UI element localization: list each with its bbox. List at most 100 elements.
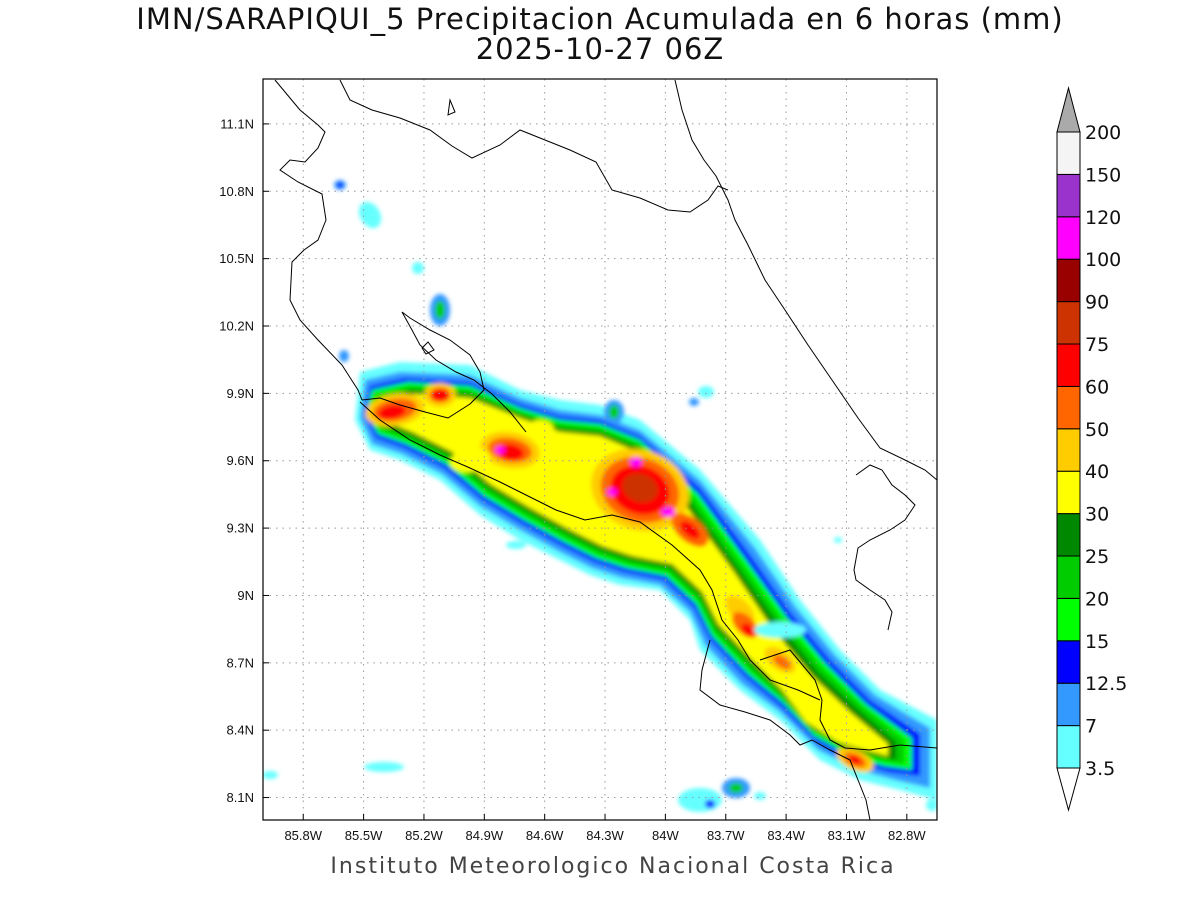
colorbar-label: 30 bbox=[1085, 504, 1109, 526]
panama-caribbean-coast bbox=[853, 464, 916, 631]
precip-cell bbox=[364, 762, 404, 772]
lon-tick-label: 83.1W bbox=[828, 828, 866, 843]
precip-cell bbox=[378, 404, 406, 420]
lake-nicaragua-north-shore bbox=[339, 79, 729, 213]
colorbar-swatch bbox=[1056, 513, 1081, 557]
colorbar-swatch bbox=[1056, 682, 1081, 727]
lat-tick-label: 10.5N bbox=[219, 251, 254, 266]
map-frame bbox=[262, 78, 938, 821]
map-subtitle-time: 2025-10-27 06Z bbox=[475, 32, 725, 66]
precip-cell bbox=[609, 405, 619, 419]
nicaragua-pacific-coast bbox=[274, 79, 363, 401]
lat-tick-label: 11.1N bbox=[220, 116, 254, 131]
colorbar-label: 120 bbox=[1085, 207, 1121, 229]
colorbar-label: 40 bbox=[1085, 461, 1109, 483]
precip-cell bbox=[705, 800, 715, 808]
colorbar-label: 7 bbox=[1085, 716, 1097, 738]
precip-cell bbox=[754, 792, 766, 800]
colorbar-label: 50 bbox=[1085, 419, 1109, 441]
colorbar-label: 15 bbox=[1085, 631, 1109, 653]
precip-cell bbox=[680, 521, 700, 539]
colorbar-above-arrow bbox=[1056, 86, 1081, 133]
colorbar-swatch bbox=[1056, 385, 1081, 430]
colorbar-swatch bbox=[1056, 555, 1081, 599]
precip-cell bbox=[754, 622, 806, 638]
lon-tick-label: 83.4W bbox=[767, 828, 805, 843]
colorbar-swatch bbox=[1056, 597, 1081, 642]
precip-cell bbox=[926, 799, 937, 811]
precip-cell bbox=[661, 507, 675, 517]
colorbar-label: 60 bbox=[1085, 376, 1109, 398]
precip-cell bbox=[450, 447, 490, 473]
colorbar-label: 20 bbox=[1085, 588, 1109, 610]
lon-tick-label: 85.8W bbox=[284, 828, 322, 843]
nicaragua-costa-rica-border bbox=[359, 401, 821, 701]
lat-tick-label: 10.8N bbox=[219, 184, 254, 199]
colorbar-swatch bbox=[1056, 131, 1081, 175]
precip-cell bbox=[849, 755, 861, 765]
colorbar-label: 12.5 bbox=[1085, 673, 1127, 695]
precip-cell bbox=[412, 262, 424, 274]
lon-tick-label: 84.3W bbox=[586, 828, 624, 843]
colorbar-legend: 3.5 7 12.5 15 20 25 30 40 50 60 75 90 100 120 150 200 bbox=[1056, 86, 1127, 812]
colorbar-label: 75 bbox=[1085, 334, 1109, 356]
precip-cell bbox=[698, 386, 714, 398]
lat-tick-label: 8.4N bbox=[227, 723, 254, 738]
precip-cell bbox=[339, 350, 349, 362]
map-axes: 85.8W 85.5W 85.2W 84.9W 84.6W 84.3W 84W 83.7W 83… bbox=[219, 116, 926, 843]
colorbar-swatch bbox=[1056, 725, 1081, 769]
pacific-southern-coast bbox=[699, 639, 871, 820]
colorbar-swatch bbox=[1056, 470, 1081, 515]
colorbar-swatch bbox=[1056, 301, 1081, 345]
lat-lon-grid bbox=[263, 79, 937, 820]
lake-island bbox=[447, 98, 456, 116]
coastline-borders bbox=[274, 79, 937, 820]
colorbar-swatch bbox=[1056, 216, 1081, 260]
precip-cell bbox=[689, 398, 699, 406]
precip-cell bbox=[430, 388, 450, 402]
precip-cell bbox=[741, 623, 755, 637]
precip-cell bbox=[773, 654, 791, 670]
precip-cell bbox=[622, 473, 658, 503]
lat-tick-label: 10.2N bbox=[219, 319, 254, 334]
lon-tick-label: 84.9W bbox=[466, 828, 504, 843]
lat-tick-label: 9.6N bbox=[227, 453, 254, 468]
precip-cell bbox=[526, 420, 554, 440]
lat-tick-label: 9.9N bbox=[227, 386, 254, 401]
lake-small bbox=[421, 341, 435, 355]
lon-tick-label: 84.6W bbox=[526, 828, 564, 843]
lon-tick-label: 82.8W bbox=[888, 828, 926, 843]
colorbar-swatch bbox=[1056, 258, 1081, 303]
colorbar-label: 90 bbox=[1085, 292, 1109, 314]
precip-cell bbox=[435, 301, 445, 319]
colorbar-swatch bbox=[1056, 343, 1081, 387]
lon-tick-label: 85.5W bbox=[345, 828, 383, 843]
precip-cell bbox=[495, 446, 505, 454]
caribbean-coast bbox=[674, 79, 937, 481]
lat-tick-label: 8.7N bbox=[227, 655, 254, 670]
lon-tick-label: 84W bbox=[652, 828, 679, 843]
precip-cell bbox=[263, 771, 278, 779]
lat-tick-label: 9.3N bbox=[227, 521, 254, 536]
colorbar-swatch bbox=[1056, 428, 1081, 472]
colorbar-label: 25 bbox=[1085, 546, 1109, 568]
lon-tick-label: 83.7W bbox=[707, 828, 745, 843]
precip-cell bbox=[834, 537, 842, 543]
map-title: IMN/SARAPIQUI_5 Precipitacion Acumulada … bbox=[136, 2, 1064, 36]
precip-contour bbox=[374, 394, 888, 756]
precip-cell bbox=[678, 788, 722, 812]
precip-cell bbox=[630, 457, 642, 467]
precip-cell bbox=[337, 182, 343, 188]
colorbar-swatch bbox=[1056, 173, 1081, 218]
institution-footer: Instituto Meteorologico Nacional Costa R… bbox=[330, 854, 896, 879]
colorbar-below-arrow bbox=[1056, 767, 1081, 812]
panama-border bbox=[759, 649, 937, 751]
lat-tick-label: 9N bbox=[237, 588, 254, 603]
colorbar-label: 200 bbox=[1085, 122, 1121, 144]
lat-tick-label: 8.1N bbox=[227, 790, 254, 805]
precip-cell bbox=[506, 541, 526, 549]
colorbar-swatch bbox=[1056, 640, 1081, 684]
colorbar-label: 150 bbox=[1085, 164, 1121, 186]
precip-cell bbox=[729, 783, 743, 793]
precip-cell bbox=[607, 488, 617, 496]
